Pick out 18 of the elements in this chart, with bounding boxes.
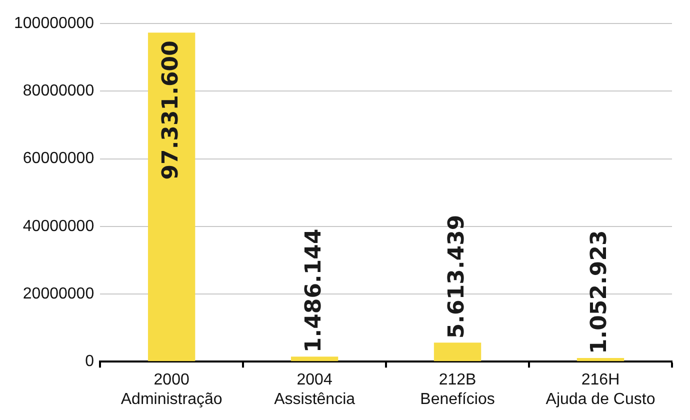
data-label: 1.486.144 [301,228,326,353]
x-tick-label: 2004 Assistência [274,372,356,408]
bar [148,32,196,362]
x-tick-label: 212B Benefícios [420,372,495,408]
y-tick-label: 20000000 [22,285,94,302]
bar [290,356,338,362]
y-tick-label: 100000000 [14,15,94,32]
data-label: 5.613.439 [444,214,470,339]
bar [434,342,482,362]
data-label: 1.052.923 [587,230,612,354]
y-tick-label: 40000000 [22,218,94,235]
y-tick-label: 0 [85,353,94,370]
bar [576,358,624,362]
x-tick-label: 216H Ajuda de Custo [546,372,656,408]
data-label: 97.331.600 [158,40,184,180]
x-tick-label: 2000 Administração [120,372,222,408]
y-tick-label: 80000000 [22,82,94,100]
y-tick-label: 60000000 [22,150,94,168]
